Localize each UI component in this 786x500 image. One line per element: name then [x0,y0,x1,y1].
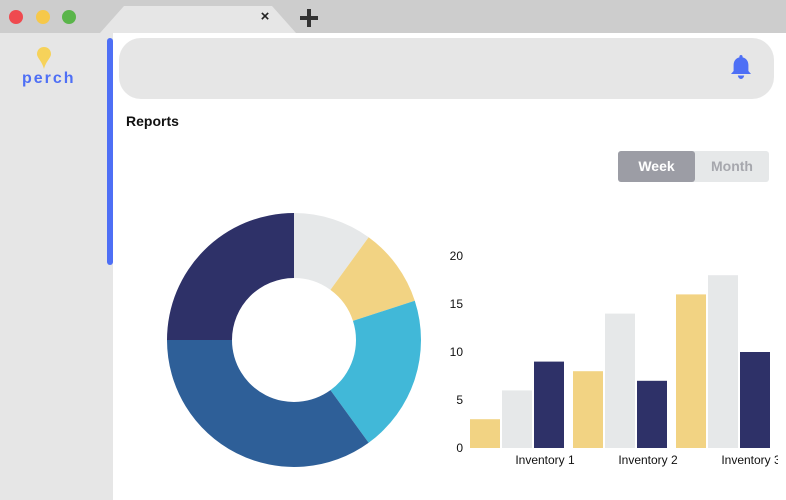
bell-icon[interactable] [729,54,753,80]
close-window-button[interactable] [9,10,23,24]
browser-tab[interactable] [100,6,296,33]
bar [605,313,635,448]
week-toggle-button[interactable]: Week [618,151,695,182]
donut-slice [330,237,415,321]
x-tick-label: Inventory 3 [721,453,778,467]
bar-chart: 0 5 10 15 20 Inventory 1 Inventory 2 Inventory … [450,249,778,467]
period-toggle: Week Month [618,151,769,182]
bar [502,390,532,448]
bar [470,419,500,448]
bar [740,352,770,448]
plus-icon[interactable] [298,7,320,29]
title-bar: × [0,0,786,33]
page-title: Reports [126,113,179,129]
y-tick-label: 5 [456,393,463,407]
maximize-window-button[interactable] [62,10,76,24]
y-tick-label: 20 [450,249,464,263]
donut-slice [167,213,294,340]
donut-slice [167,340,369,467]
search-bar[interactable] [119,38,774,99]
month-toggle-button[interactable]: Month [711,158,753,174]
donut-chart [167,213,421,467]
donut-slice [330,300,421,443]
bar [637,380,667,448]
y-tick-label: 0 [456,441,463,455]
minimize-window-button[interactable] [36,10,50,24]
bar [708,275,738,448]
pin-icon [37,47,51,69]
y-tick-label: 15 [450,297,464,311]
donut-slice [294,213,369,290]
bar [534,361,564,448]
x-tick-label: Inventory 2 [618,453,678,467]
sidebar: perch [0,33,113,500]
tab-close-icon[interactable]: × [260,8,270,25]
x-tick-label: Inventory 1 [515,453,575,467]
y-tick-label: 10 [450,345,464,359]
sidebar-scrollbar[interactable] [107,38,113,265]
bar [676,294,706,448]
logo-text: perch [22,70,76,87]
bar [573,371,603,448]
